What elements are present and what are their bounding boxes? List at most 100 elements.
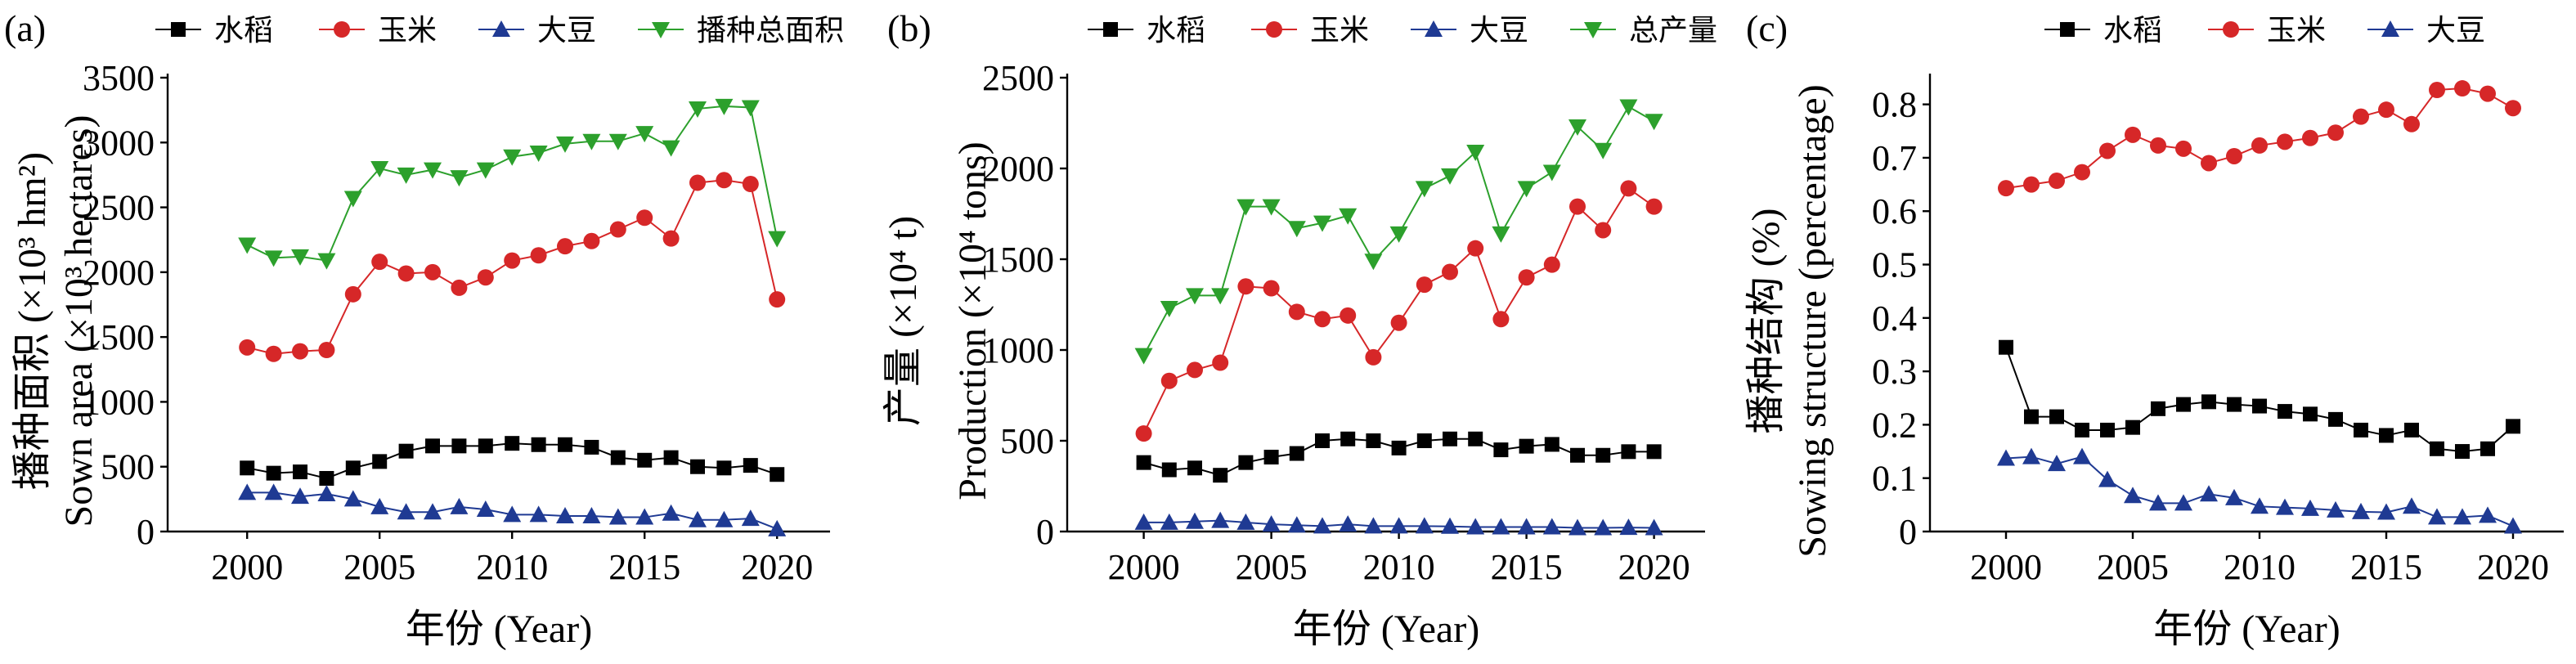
data-point (2403, 115, 2420, 132)
data-point (2504, 517, 2522, 534)
data-point (1262, 199, 1281, 216)
data-point (317, 485, 336, 502)
data-point (371, 253, 388, 271)
data-point (451, 279, 468, 296)
legend-item: 水稻 (155, 14, 273, 47)
data-point (1160, 513, 1178, 530)
data-point (608, 133, 627, 150)
series-4 (238, 98, 787, 270)
data-point (1213, 468, 1228, 483)
y-tick-label: 0.8 (1872, 85, 1917, 125)
data-point (663, 450, 679, 465)
x-tick-label: 2010 (2224, 547, 2296, 587)
data-point (1211, 511, 1230, 528)
data-point (1645, 198, 1663, 215)
data-point (2023, 176, 2040, 193)
data-point (1443, 431, 1457, 446)
data-point (2252, 398, 2267, 414)
x-axis-title: 年份 (Year) (406, 608, 592, 651)
data-point (742, 176, 759, 193)
x-axis-title: 年份 (Year) (2153, 608, 2340, 651)
data-point (345, 460, 361, 476)
data-point (1619, 99, 1638, 116)
data-point (1389, 517, 1408, 534)
data-point (370, 497, 389, 514)
data-point (689, 174, 706, 191)
data-point (2098, 470, 2116, 487)
data-point (266, 465, 281, 481)
data-point (1519, 438, 1534, 454)
data-point (741, 100, 760, 117)
data-point (1568, 119, 1586, 136)
data-point (1595, 447, 1611, 463)
data-point (1468, 431, 1483, 446)
y-tick-label: 1500 (982, 240, 1054, 280)
data-point (768, 519, 787, 536)
data-point (265, 345, 282, 362)
data-point (1442, 263, 1458, 280)
data-point (1416, 276, 1433, 294)
data-point (264, 250, 283, 267)
data-point (715, 510, 734, 527)
data-point (2403, 497, 2421, 514)
series-3 (238, 483, 787, 536)
x-axis-title: 年份 (Year) (1293, 608, 1479, 651)
data-point (608, 508, 627, 525)
data-point (1416, 433, 1432, 448)
data-point (1339, 208, 1358, 225)
data-point (477, 269, 494, 286)
data-point (239, 339, 256, 356)
data-point (425, 438, 440, 454)
data-point (1570, 447, 1585, 463)
data-point (2201, 155, 2217, 172)
data-point (662, 230, 680, 247)
y-tick-label: 2500 (982, 58, 1054, 98)
series-2 (239, 172, 786, 362)
x-tick-label: 2005 (1236, 547, 1308, 587)
data-point (1134, 348, 1153, 365)
data-point (2429, 82, 2445, 99)
data-point (2251, 137, 2268, 154)
data-point (529, 505, 548, 523)
data-point (1187, 361, 1203, 379)
data-point (291, 487, 309, 505)
data-point (2379, 428, 2394, 443)
data-point (2201, 394, 2216, 410)
data-point (1441, 168, 1459, 185)
data-point (2454, 80, 2471, 97)
data-point (343, 191, 362, 208)
y-tick-label: 0.1 (1872, 459, 1917, 499)
data-point (504, 252, 521, 269)
data-point (1543, 256, 1560, 273)
data-point (2327, 500, 2345, 518)
data-point (1186, 512, 1204, 529)
data-point (343, 490, 362, 507)
legend-marker (652, 22, 670, 38)
data-point (530, 247, 547, 264)
data-point (716, 172, 733, 189)
data-point (2049, 409, 2064, 424)
x-tick-label: 2015 (2350, 547, 2422, 587)
data-point (264, 483, 283, 500)
data-point (769, 291, 786, 308)
legend-marker (2060, 22, 2075, 37)
data-point (1595, 222, 1612, 239)
data-point (344, 285, 361, 303)
chart-panel-1: (a) 0 500 1000 1500 2000 2500 3000 3500 2000 2005 2… (4, 7, 844, 651)
data-point (1415, 181, 1434, 198)
legend-item: 玉米 (2208, 14, 2326, 47)
data-point (505, 436, 520, 451)
data-point (582, 133, 601, 150)
data-point (556, 136, 574, 153)
data-point (1542, 518, 1561, 535)
legend-label: 水稻 (2103, 14, 2162, 47)
legend-label: 大豆 (1470, 14, 1528, 47)
data-point (1315, 433, 1330, 448)
data-point (2353, 108, 2369, 125)
data-point (1390, 314, 1407, 331)
data-point (1492, 226, 1510, 243)
legend-marker (1103, 22, 1118, 37)
data-point (1391, 440, 1407, 455)
data-point (1621, 444, 1636, 460)
data-point (1287, 221, 1306, 238)
